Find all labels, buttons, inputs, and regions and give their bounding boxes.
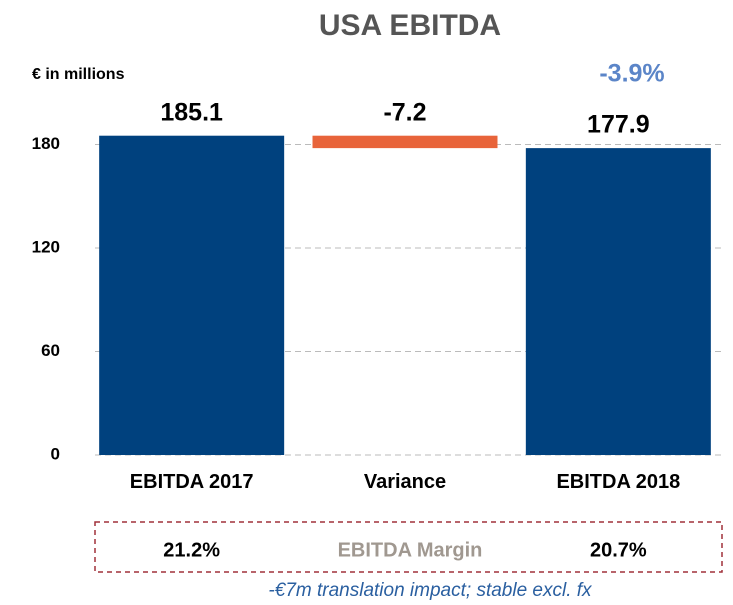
bar	[99, 135, 285, 455]
change-annotation: -3.9%	[599, 60, 664, 88]
unit-label: € in millions	[32, 66, 125, 83]
x-tick-label: EBITDA 2018	[556, 471, 681, 493]
value-label: 177.9	[587, 111, 650, 139]
margin-label: EBITDA Margin	[338, 539, 483, 561]
chart-title: USA EBITDA	[319, 9, 501, 42]
x-tick-label: Variance	[363, 471, 447, 493]
margin-value: 20.7%	[590, 539, 647, 561]
value-label: -7.2	[383, 98, 426, 126]
value-label: 185.1	[160, 98, 223, 126]
y-tick-label: 60	[41, 341, 60, 360]
footnote: -€7m translation impact; stable excl. fx	[268, 580, 593, 601]
margin-box	[94, 521, 723, 573]
y-tick-label: 0	[51, 444, 60, 463]
margin-value: 21.2%	[163, 539, 220, 561]
x-tick-label: EBITDA 2017	[129, 471, 254, 493]
y-tick-label: 120	[32, 237, 60, 256]
bar	[525, 148, 711, 455]
bar	[312, 135, 498, 149]
y-tick-label: 180	[32, 134, 60, 153]
